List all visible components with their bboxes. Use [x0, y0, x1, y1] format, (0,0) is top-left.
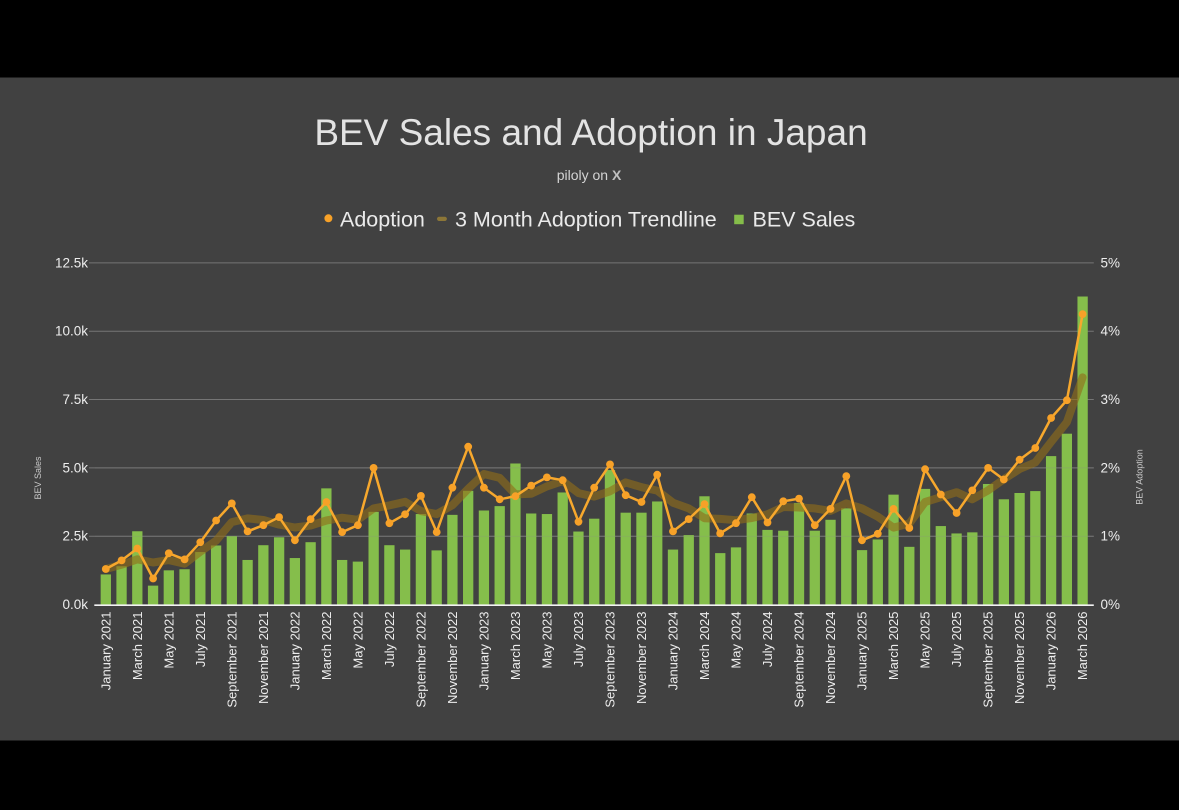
svg-text:3%: 3% [1101, 392, 1121, 407]
svg-text:2%: 2% [1101, 460, 1121, 475]
svg-text:3 Month Adoption Trendline: 3 Month Adoption Trendline [455, 208, 717, 232]
svg-text:March 2025: March 2025 [886, 612, 901, 681]
svg-text:4%: 4% [1101, 324, 1121, 339]
svg-text:November 2021: November 2021 [256, 612, 271, 705]
svg-text:July 2021: July 2021 [193, 612, 208, 668]
svg-text:May 2024: May 2024 [729, 612, 744, 669]
svg-text:November 2024: November 2024 [823, 612, 838, 705]
svg-text:September 2024: September 2024 [792, 612, 807, 708]
svg-text:5%: 5% [1101, 255, 1121, 270]
svg-text:March 2021: March 2021 [130, 612, 145, 681]
svg-text:2.5k: 2.5k [62, 529, 88, 544]
svg-text:July 2022: July 2022 [382, 612, 397, 668]
svg-text:Adoption: Adoption [340, 208, 425, 232]
svg-text:September 2021: September 2021 [224, 612, 239, 708]
svg-text:12.5k: 12.5k [55, 255, 88, 270]
svg-text:January 2021: January 2021 [98, 612, 113, 691]
svg-text:July 2024: July 2024 [760, 612, 775, 668]
svg-text:March 2022: March 2022 [319, 612, 334, 681]
svg-text:1%: 1% [1101, 529, 1121, 544]
svg-text:January 2024: January 2024 [666, 612, 681, 691]
svg-text:BEV Sales and Adoption in Japa: BEV Sales and Adoption in Japan [314, 112, 867, 153]
svg-text:May 2023: May 2023 [540, 612, 555, 669]
svg-text:7.5k: 7.5k [62, 392, 88, 407]
svg-text:September 2023: September 2023 [603, 612, 618, 708]
svg-text:BEV Adoption: BEV Adoption [1135, 449, 1145, 505]
svg-text:September 2025: September 2025 [981, 611, 996, 707]
svg-text:January 2023: January 2023 [477, 612, 492, 691]
svg-text:BEV Sales: BEV Sales [753, 208, 856, 232]
svg-text:November 2022: November 2022 [445, 612, 460, 705]
svg-text:March 2023: March 2023 [508, 612, 523, 681]
svg-text:July 2023: July 2023 [571, 612, 586, 668]
svg-text:March 2024: March 2024 [697, 612, 712, 681]
svg-text:January 2022: January 2022 [288, 612, 303, 691]
svg-text:November 2025: November 2025 [1012, 612, 1027, 705]
svg-text:January 2026: January 2026 [1044, 612, 1059, 691]
svg-text:July 2025: July 2025 [949, 612, 964, 668]
svg-text:November 2023: November 2023 [634, 612, 649, 705]
svg-text:5.0k: 5.0k [62, 460, 88, 475]
svg-text:May 2022: May 2022 [351, 612, 366, 669]
svg-text:January 2025: January 2025 [855, 612, 870, 691]
svg-text:September 2022: September 2022 [414, 612, 429, 708]
svg-text:May 2021: May 2021 [161, 612, 176, 669]
svg-text:0.0k: 0.0k [62, 597, 88, 612]
svg-text:BEV Sales: BEV Sales [33, 456, 43, 500]
svg-text:piloly on X: piloly on X [557, 167, 622, 183]
svg-text:10.0k: 10.0k [55, 324, 88, 339]
svg-text:0%: 0% [1101, 597, 1121, 612]
svg-text:May 2025: May 2025 [918, 612, 933, 669]
svg-text:March 2026: March 2026 [1075, 612, 1090, 681]
